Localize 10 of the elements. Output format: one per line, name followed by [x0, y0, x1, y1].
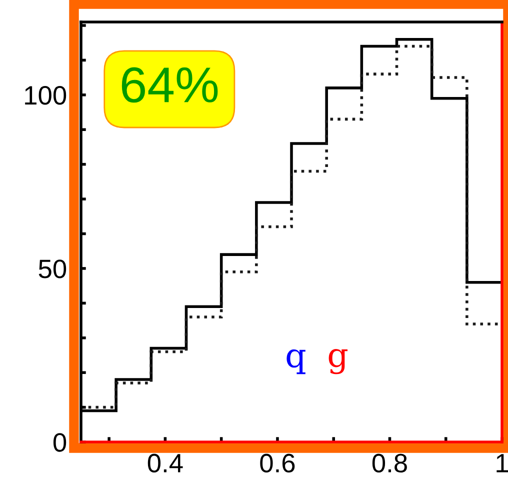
annotation: 64% [122, 67, 218, 103]
y-tick-label: 50 [38, 260, 66, 278]
x-tick-label: 1 [496, 454, 508, 472]
x-tick-label: 0.6 [260, 454, 295, 472]
x-tick-label: 0.8 [372, 454, 407, 472]
x-tick-label: 0.4 [148, 454, 183, 472]
y-tick-label: 0 [53, 433, 66, 452]
y-tick-label: 100 [25, 86, 66, 105]
annotation: q [286, 349, 306, 374]
annotation: g [328, 348, 348, 374]
